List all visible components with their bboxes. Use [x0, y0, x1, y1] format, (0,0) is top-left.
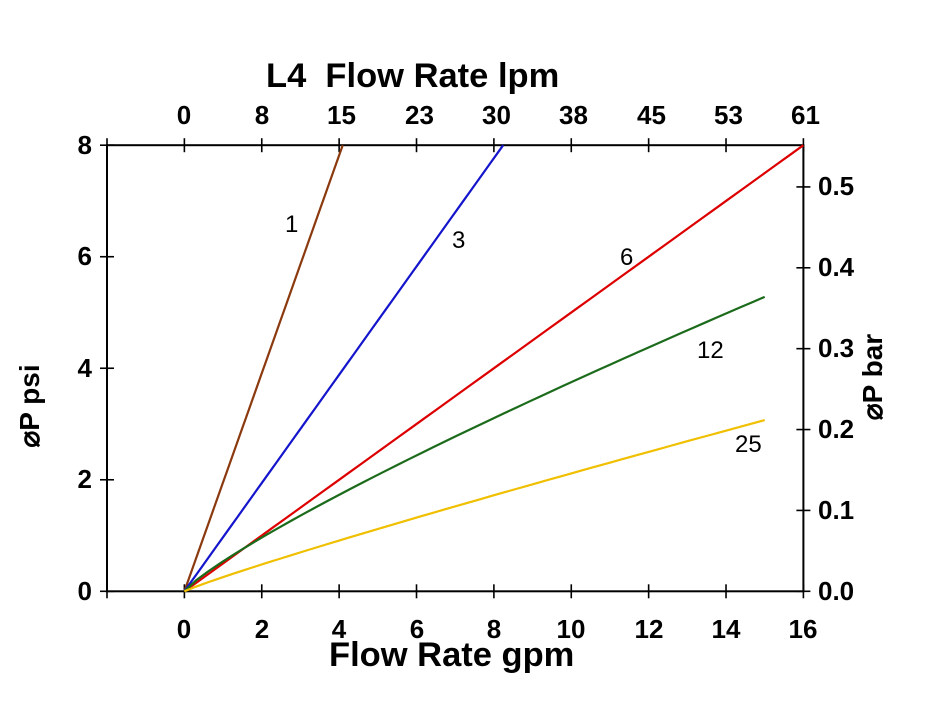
svg-text:25: 25 — [735, 431, 762, 458]
svg-text:12: 12 — [697, 337, 724, 364]
svg-text:⌀P psi: ⌀P psi — [14, 364, 45, 447]
svg-text:3: 3 — [452, 227, 465, 254]
svg-text:1: 1 — [285, 211, 298, 238]
svg-text:⌀P bar: ⌀P bar — [857, 334, 888, 420]
svg-text:6: 6 — [620, 244, 633, 271]
